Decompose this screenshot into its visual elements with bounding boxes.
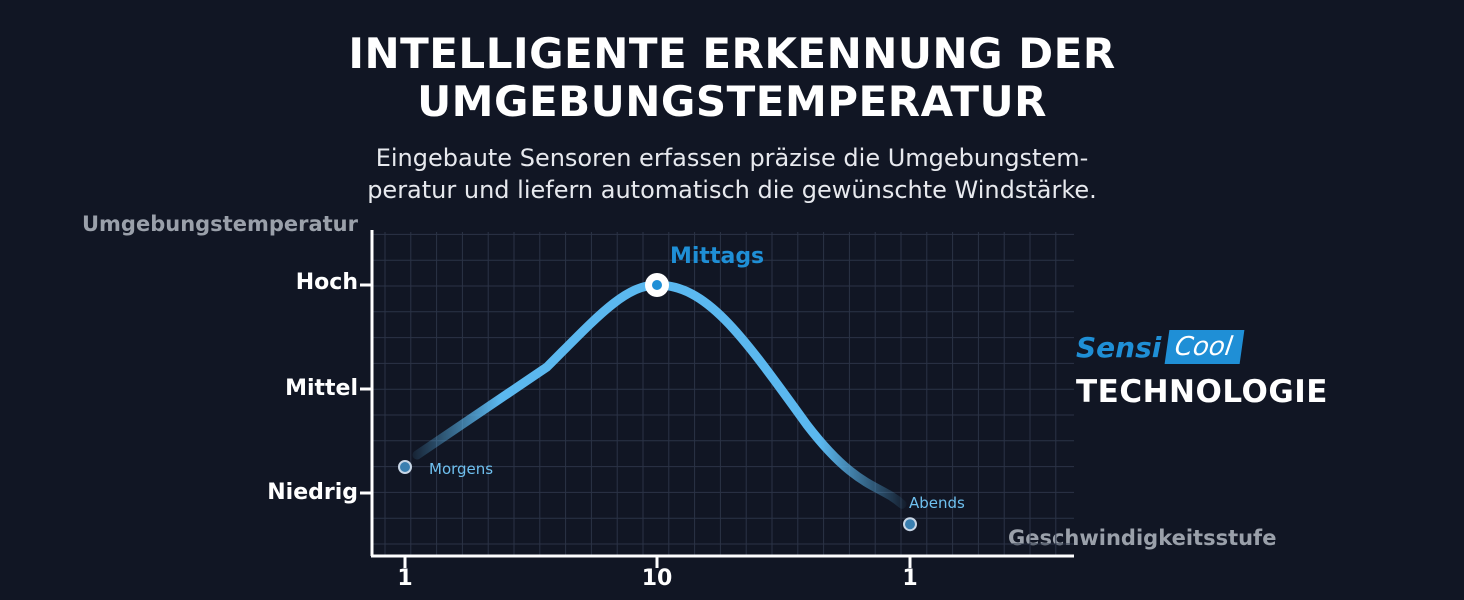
subtitle-line-1: Eingebaute Sensoren erfassen präzise die…	[375, 144, 1089, 172]
x-axis-title: Geschwindigkeitsstufe	[1008, 526, 1277, 550]
x-tick-label-10: 10	[641, 566, 673, 591]
page-subtitle: Eingebaute Sensoren erfassen präzise die…	[0, 142, 1464, 206]
series-line-falling	[652, 280, 907, 509]
y-tick-label-niedrig: Niedrig	[267, 480, 358, 505]
y-tick-label-mittel: Mittel	[285, 376, 358, 401]
page-title: INTELLIGENTE ERKENNUNG DER UMGEBUNGSTEMP…	[0, 30, 1464, 126]
brand-cool: Cool	[1164, 330, 1245, 364]
y-tick-label-hoch: Hoch	[295, 270, 358, 295]
sensicool-logo: Sensi Cool TECHNOLOGIE	[1076, 330, 1328, 410]
series-line-rising	[412, 280, 662, 460]
data-point-mittags	[652, 280, 662, 290]
brand-technology: TECHNOLOGIE	[1076, 374, 1328, 410]
chart-series	[412, 280, 907, 509]
x-tick-label-1-end: 1	[902, 566, 918, 591]
point-label-mittags: Mittags	[670, 244, 764, 269]
y-axis-title: Umgebungstemperatur	[82, 212, 358, 236]
data-point-abends	[903, 517, 917, 532]
title-line-1: INTELLIGENTE ERKENNUNG DER	[348, 29, 1116, 78]
data-point-morgens	[398, 460, 412, 474]
subtitle-line-2: peratur und liefern automatisch die gewü…	[367, 176, 1097, 204]
x-tick-label-1: 1	[397, 566, 413, 591]
brand-sensi: Sensi	[1076, 330, 1162, 364]
point-label-morgens: Morgens	[429, 460, 493, 478]
point-label-abends: Abends	[909, 494, 965, 512]
chart-axes	[360, 230, 1074, 568]
brand-wordmark: Sensi Cool	[1076, 330, 1328, 364]
title-line-2: UMGEBUNGSTEMPERATUR	[417, 77, 1047, 126]
chart-grid	[372, 232, 1074, 556]
chart-points: Morgens Mittags Abends	[398, 244, 965, 532]
